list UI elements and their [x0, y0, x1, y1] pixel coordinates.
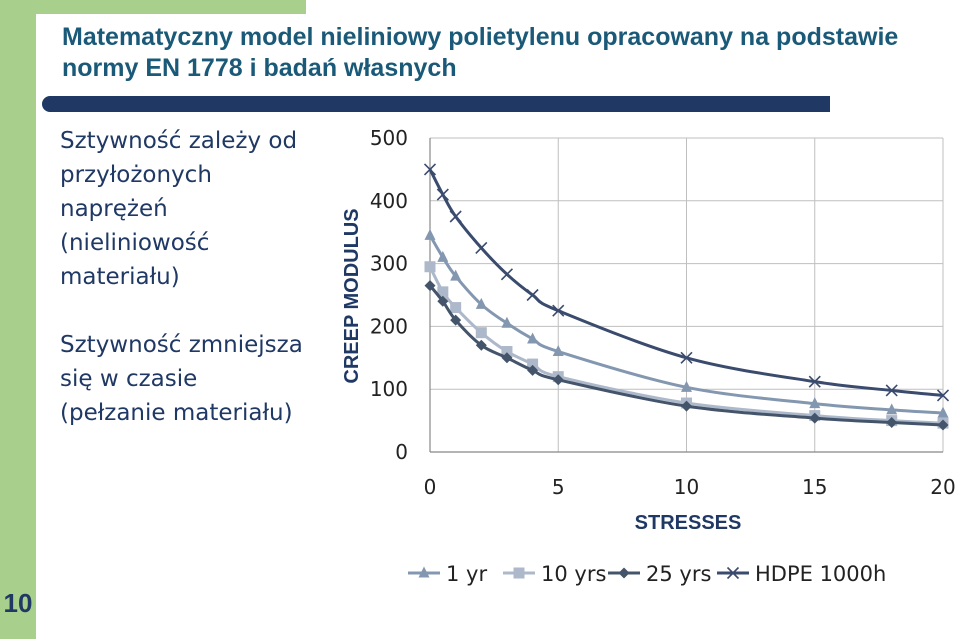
data-point-1-yr — [424, 228, 436, 240]
legend-item-25-yrs: 25 yrs — [608, 562, 711, 586]
marker-stroke — [475, 241, 488, 254]
data-point-1-yr — [809, 397, 821, 409]
series-hdpe-1000h — [423, 163, 950, 402]
title-underline-bar — [42, 96, 830, 112]
marker-stroke — [808, 375, 821, 388]
data-point-hdpe-1000h — [808, 375, 821, 388]
data-point-hdpe-1000h — [436, 188, 449, 201]
data-point-hdpe-1000h — [500, 268, 514, 281]
bullet-list: Sztywność zależy od przyłożonych napręże… — [60, 124, 320, 464]
marker-stroke — [936, 389, 950, 402]
marker-stroke — [526, 288, 539, 302]
data-point-hdpe-1000h — [475, 241, 488, 254]
data-point-10-yrs — [424, 261, 436, 273]
data-point-1-yr — [475, 297, 487, 309]
legend-label: 25 yrs — [646, 562, 711, 586]
bullet-stiffness-stress: Sztywność zależy od przyłożonych napręże… — [60, 128, 298, 290]
marker-stroke — [449, 210, 462, 223]
y-tick-label: 200 — [370, 314, 408, 338]
data-point-1-yr — [886, 403, 898, 415]
data-point-hdpe-1000h — [680, 351, 693, 364]
x-tick-label: 0 — [424, 475, 437, 499]
x-tick-label: 15 — [802, 475, 827, 499]
bullet-stiffness-time: Sztywność zmniejsza się w czasie (pełzan… — [60, 332, 303, 426]
legend-swatch-marker — [726, 566, 740, 580]
y-tick-label: 100 — [370, 377, 408, 401]
data-point-hdpe-1000h — [423, 163, 437, 176]
data-point-hdpe-1000h — [936, 389, 950, 402]
y-tick-label: 300 — [370, 252, 408, 276]
legend-label: 10 yrs — [541, 562, 606, 586]
legend-item-hdpe-1000h: HDPE 1000h — [717, 562, 886, 586]
x-axis-title: STRESSES — [635, 512, 742, 534]
data-point-25-yrs — [809, 412, 821, 424]
data-point-25-yrs — [681, 400, 692, 412]
chart-legend: 1 yr 10 yrs 25 yrs HDPE 1000h — [408, 562, 886, 586]
data-point-10-yrs — [475, 327, 487, 339]
data-point-10-yrs — [450, 302, 462, 314]
data-point-10-yrs — [501, 346, 513, 358]
data-point-1-yr — [450, 269, 462, 281]
x-tick-label: 20 — [930, 475, 955, 499]
y-tick-label: 500 — [370, 126, 408, 150]
slide-title: Matematyczny model nieliniowy polietylen… — [62, 23, 899, 82]
marker-stroke — [500, 268, 514, 281]
legend-item-10-yrs: 10 yrs — [503, 562, 606, 586]
data-point-1-yr — [937, 406, 949, 418]
chart-grid — [430, 137, 944, 452]
data-point-25-yrs — [527, 364, 539, 376]
data-point-25-yrs — [437, 295, 449, 307]
data-point-1-yr — [527, 332, 539, 344]
marker-stroke — [680, 351, 693, 364]
slide-number: 10 — [3, 588, 33, 618]
top-accent-strip — [36, 0, 306, 14]
data-point-10-yrs — [527, 358, 539, 370]
marker-stroke — [552, 304, 565, 317]
series-25-yrs — [424, 280, 949, 431]
data-point-25-yrs — [886, 416, 898, 428]
data-point-1-yr — [437, 250, 449, 262]
legend-label: 1 yr — [446, 562, 487, 586]
legend-swatch-marker — [418, 566, 430, 578]
data-point-1-yr — [552, 345, 564, 357]
data-point-25-yrs — [937, 419, 949, 431]
data-point-25-yrs — [552, 374, 564, 386]
side-accent-bar — [0, 0, 36, 639]
x-tick-label: 5 — [552, 475, 565, 499]
data-point-1-yr — [681, 380, 692, 392]
data-point-hdpe-1000h — [449, 210, 462, 223]
y-axis-title: CREEP MODULUS — [341, 208, 363, 383]
data-point-hdpe-1000h — [526, 288, 539, 302]
data-point-1-yr — [501, 316, 513, 328]
chart-axes: 0 100 200 300 400 500 0 5 10 15 20 — [370, 126, 956, 499]
series-1-yr — [424, 228, 949, 418]
legend-swatch-marker — [513, 567, 525, 579]
data-point-25-yrs — [424, 280, 436, 292]
y-tick-label: 0 — [395, 440, 408, 464]
legend-swatch-marker — [618, 567, 630, 579]
data-point-hdpe-1000h — [552, 304, 565, 317]
chart-series — [423, 163, 950, 431]
x-tick-label: 10 — [674, 475, 699, 499]
legend-item-1-yr: 1 yr — [408, 562, 487, 586]
marker-stroke — [885, 384, 898, 397]
legend-label: HDPE 1000h — [755, 562, 886, 586]
marker-stroke — [423, 163, 437, 176]
data-point-25-yrs — [475, 339, 487, 351]
marker-stroke — [436, 188, 449, 201]
data-point-25-yrs — [501, 352, 513, 364]
data-point-hdpe-1000h — [885, 384, 898, 397]
marker-stroke — [726, 566, 740, 580]
data-point-25-yrs — [450, 314, 462, 326]
data-point-10-yrs — [437, 286, 449, 298]
y-tick-label: 400 — [370, 189, 408, 213]
